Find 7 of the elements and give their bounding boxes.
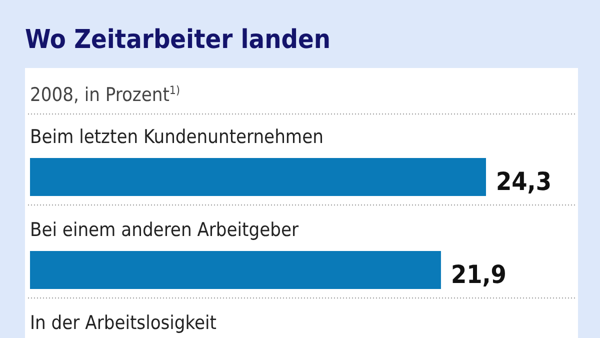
y-tick-label: Bei einem anderen Arbeitgeber (30, 219, 300, 241)
chart-subtitle: 2008, in Prozent$^{1)}$ (30, 83, 180, 106)
y-tick-label: In der Arbeitslosigkeit (30, 312, 217, 334)
data-label: 24,3 (496, 167, 552, 196)
chart-title: Wo Zeitarbeiter landen (25, 25, 331, 55)
data-label: 21,9 (450, 260, 506, 289)
y-tick-label: Beim letzten Kundenunternehmen (30, 126, 324, 148)
